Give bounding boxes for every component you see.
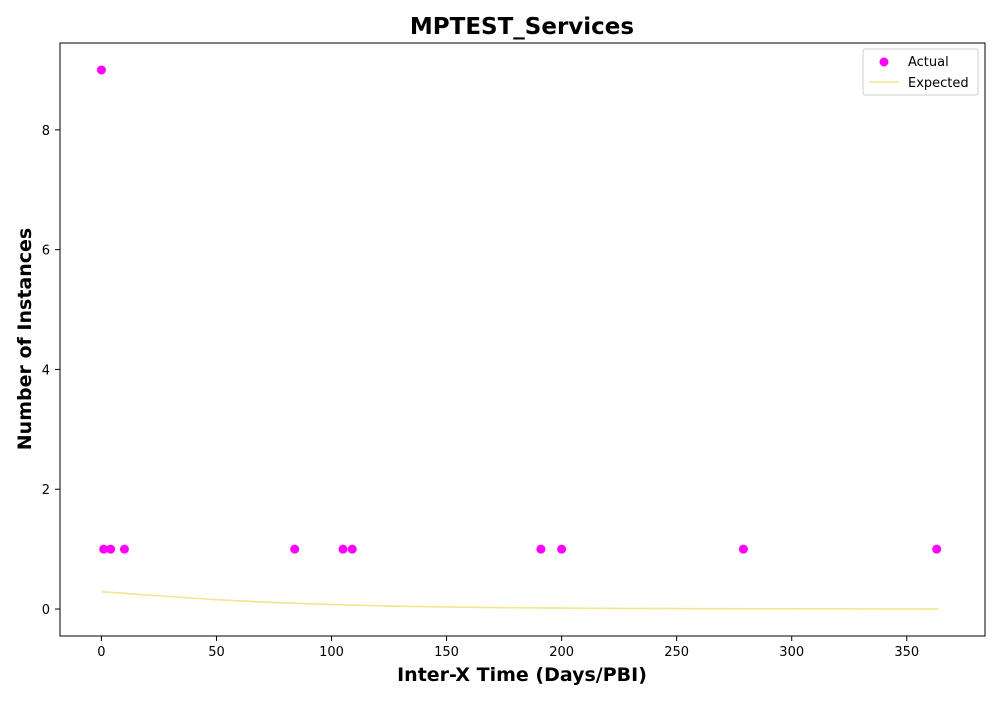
x-axis-label: Inter-X Time (Days/PBI) bbox=[397, 664, 647, 686]
actual-data-point bbox=[536, 544, 546, 554]
plot-frame bbox=[59, 42, 986, 637]
expected-series-line bbox=[101, 590, 939, 610]
x-tick-label: 150 bbox=[434, 645, 459, 660]
plot-area: 0 50 100 150 200 250 300 350 0 2 4 6 8 bbox=[42, 42, 986, 660]
x-tick-label: 0 bbox=[97, 645, 105, 660]
actual-data-point bbox=[738, 544, 748, 554]
actual-data-point bbox=[106, 544, 116, 554]
legend-actual-marker bbox=[879, 57, 889, 67]
y-tick-label: 2 bbox=[42, 483, 50, 498]
legend-actual-label: Actual bbox=[908, 55, 949, 70]
y-axis-label: Number of Instances bbox=[14, 228, 36, 450]
x-tick-label: 300 bbox=[779, 645, 804, 660]
legend-box bbox=[862, 48, 979, 96]
actual-data-point bbox=[96, 65, 106, 75]
actual-data-point bbox=[99, 544, 109, 554]
y-tick-label: 0 bbox=[42, 603, 50, 618]
legend-expected-label: Expected bbox=[908, 76, 969, 91]
actual-data-point bbox=[290, 544, 300, 554]
actual-data-point bbox=[557, 544, 567, 554]
x-tick-label: 250 bbox=[664, 645, 689, 660]
x-tick-label: 100 bbox=[319, 645, 344, 660]
y-tick-label: 6 bbox=[42, 244, 50, 259]
actual-data-point bbox=[119, 544, 129, 554]
y-tick-label: 8 bbox=[42, 124, 50, 139]
actual-data-point bbox=[347, 544, 357, 554]
y-tick-label: 4 bbox=[42, 363, 50, 378]
x-tick-label: 350 bbox=[894, 645, 919, 660]
actual-data-point bbox=[338, 544, 348, 554]
legend: Actual Expected bbox=[862, 48, 979, 96]
chart-title: MPTEST_Services bbox=[410, 14, 634, 40]
actual-data-point bbox=[932, 544, 942, 554]
x-tick-label: 200 bbox=[549, 645, 574, 660]
x-tick-label: 50 bbox=[208, 645, 225, 660]
